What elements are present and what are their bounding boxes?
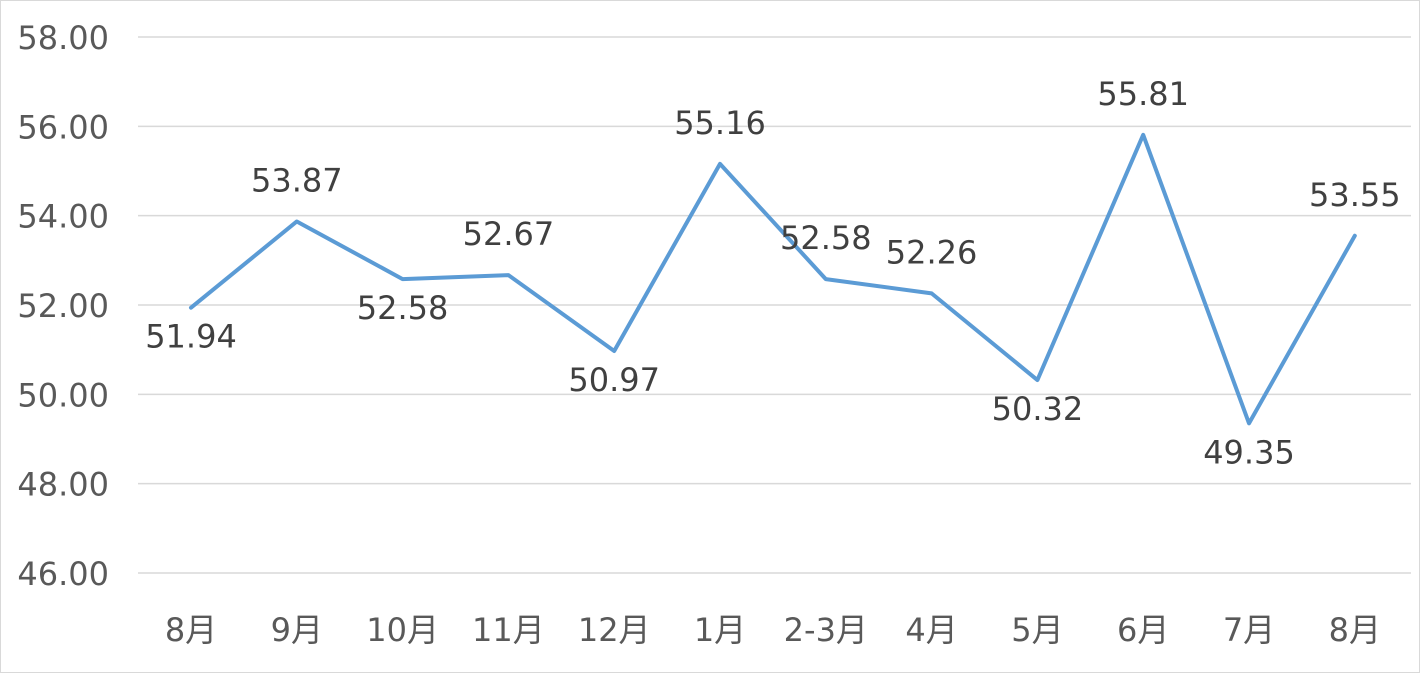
x-tick-label: 2-3月 <box>784 611 868 649</box>
x-tick-label: 4月 <box>905 611 957 649</box>
x-tick-label: 9月 <box>271 611 323 649</box>
data-label: 52.67 <box>463 215 555 253</box>
data-label: 49.35 <box>1203 433 1295 471</box>
data-label: 51.94 <box>145 318 237 356</box>
x-tick-label: 1月 <box>694 611 746 649</box>
data-label: 52.58 <box>780 219 872 257</box>
y-tick-label: 58.00 <box>17 19 109 57</box>
data-labels: 51.94 53.87 52.58 52.67 50.97 55.16 52.58 52.26… <box>145 75 1400 472</box>
data-label: 52.58 <box>357 289 449 327</box>
x-tick-label: 6月 <box>1117 611 1169 649</box>
y-tick-label: 52.00 <box>17 287 109 325</box>
series-group <box>189 132 1357 426</box>
data-label: 55.16 <box>674 104 766 142</box>
y-tick-label: 46.00 <box>17 555 109 593</box>
x-tick-label: 12月 <box>578 611 651 649</box>
x-tick-label: 8月 <box>165 611 217 649</box>
gridlines <box>138 36 1411 574</box>
data-label: 50.32 <box>992 390 1084 428</box>
y-tick-label: 48.00 <box>17 466 109 504</box>
x-tick-label: 8月 <box>1329 611 1381 649</box>
y-tick-label: 54.00 <box>17 198 109 236</box>
data-label: 52.26 <box>886 233 978 271</box>
series-line <box>189 132 1357 426</box>
x-tick-label: 5月 <box>1011 611 1063 649</box>
data-label: 55.81 <box>1097 75 1189 113</box>
x-axis-ticks: 8月 9月 10月 11月 12月 1月 2-3月 4月 5月 6月 7月 8月 <box>165 611 1381 649</box>
data-label: 53.55 <box>1309 176 1401 214</box>
y-tick-label: 50.00 <box>17 376 109 414</box>
x-tick-label: 7月 <box>1223 611 1275 649</box>
x-tick-label: 11月 <box>472 611 545 649</box>
y-tick-label: 56.00 <box>17 108 109 146</box>
y-axis-ticks: 46.00 48.00 50.00 52.00 54.00 56.00 58.00 <box>17 19 109 593</box>
x-tick-label: 10月 <box>366 611 439 649</box>
data-label: 53.87 <box>251 161 343 199</box>
data-label: 50.97 <box>568 361 660 399</box>
